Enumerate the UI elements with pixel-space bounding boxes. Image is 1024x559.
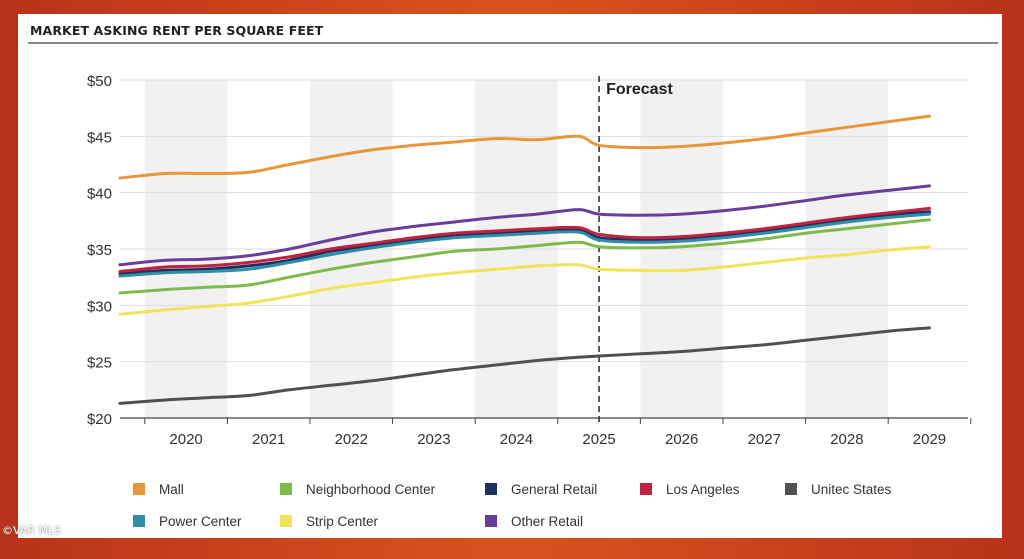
series-line-power-center <box>118 212 931 278</box>
watermark: ©VAR MLS <box>2 524 62 537</box>
series-line-unitec-states <box>118 326 931 405</box>
series-line-other-retail <box>118 184 931 267</box>
x-tick-label: 2023 <box>417 431 450 448</box>
legend-label-strip-center: Strip Center <box>306 514 379 529</box>
x-tick-label: 2021 <box>252 431 285 448</box>
series-line-los-angeles <box>118 206 931 273</box>
x-tick-label: 2020 <box>169 431 202 448</box>
x-tick-label: 2024 <box>500 431 533 448</box>
y-tick-label: $45 <box>87 129 112 146</box>
forecast-label: Forecast <box>606 81 673 98</box>
legend-swatch-mall <box>133 483 145 495</box>
series-line-mall <box>118 114 931 180</box>
legend-swatch-unitec-states <box>785 483 797 495</box>
y-tick-label: $35 <box>87 242 112 259</box>
legend-swatch-other-retail <box>485 515 497 527</box>
x-tick-label: 2026 <box>665 431 698 448</box>
legend-swatch-power-center <box>133 515 145 527</box>
y-tick-label: $50 <box>87 73 112 90</box>
legend-swatch-los-angeles <box>640 483 652 495</box>
y-tick-label: $40 <box>87 186 112 203</box>
series-line-neighborhood-center <box>118 218 931 295</box>
x-tick-label: 2025 <box>582 431 615 448</box>
y-tick-label: $30 <box>87 298 112 315</box>
legend-label-los-angeles: Los Angeles <box>666 482 740 497</box>
legend-swatch-strip-center <box>280 515 292 527</box>
chart-title: MARKET ASKING RENT PER SQUARE FEET <box>30 23 324 38</box>
x-tick-label: 2022 <box>335 431 368 448</box>
series-line-strip-center <box>118 245 931 316</box>
legend-label-other-retail: Other Retail <box>511 514 583 529</box>
legend-label-unitec-states: Unitec States <box>811 482 892 497</box>
title-rule <box>28 42 998 44</box>
x-tick-label: 2029 <box>913 431 946 448</box>
chart-frame: MARKET ASKING RENT PER SQUARE FEET $20 $2… <box>18 14 1002 538</box>
legend-swatch-general-retail <box>485 483 497 495</box>
legend-label-mall: Mall <box>159 482 184 497</box>
y-tick-label: $20 <box>87 411 112 428</box>
legend-swatch-neighborhood-center <box>280 483 292 495</box>
legend-label-power-center: Power Center <box>159 514 242 529</box>
y-tick-label: $25 <box>87 355 112 372</box>
series-line-general-retail <box>118 210 931 276</box>
x-tick-label: 2028 <box>830 431 863 448</box>
chart-svg: $20 $25 $30 $35 $40 $45 $50 2020 2021 2022 2023 202… <box>87 73 972 529</box>
legend-label-general-retail: General Retail <box>511 482 597 497</box>
legend-label-neighborhood-center: Neighborhood Center <box>306 482 436 497</box>
x-tick-label: 2027 <box>748 431 781 448</box>
